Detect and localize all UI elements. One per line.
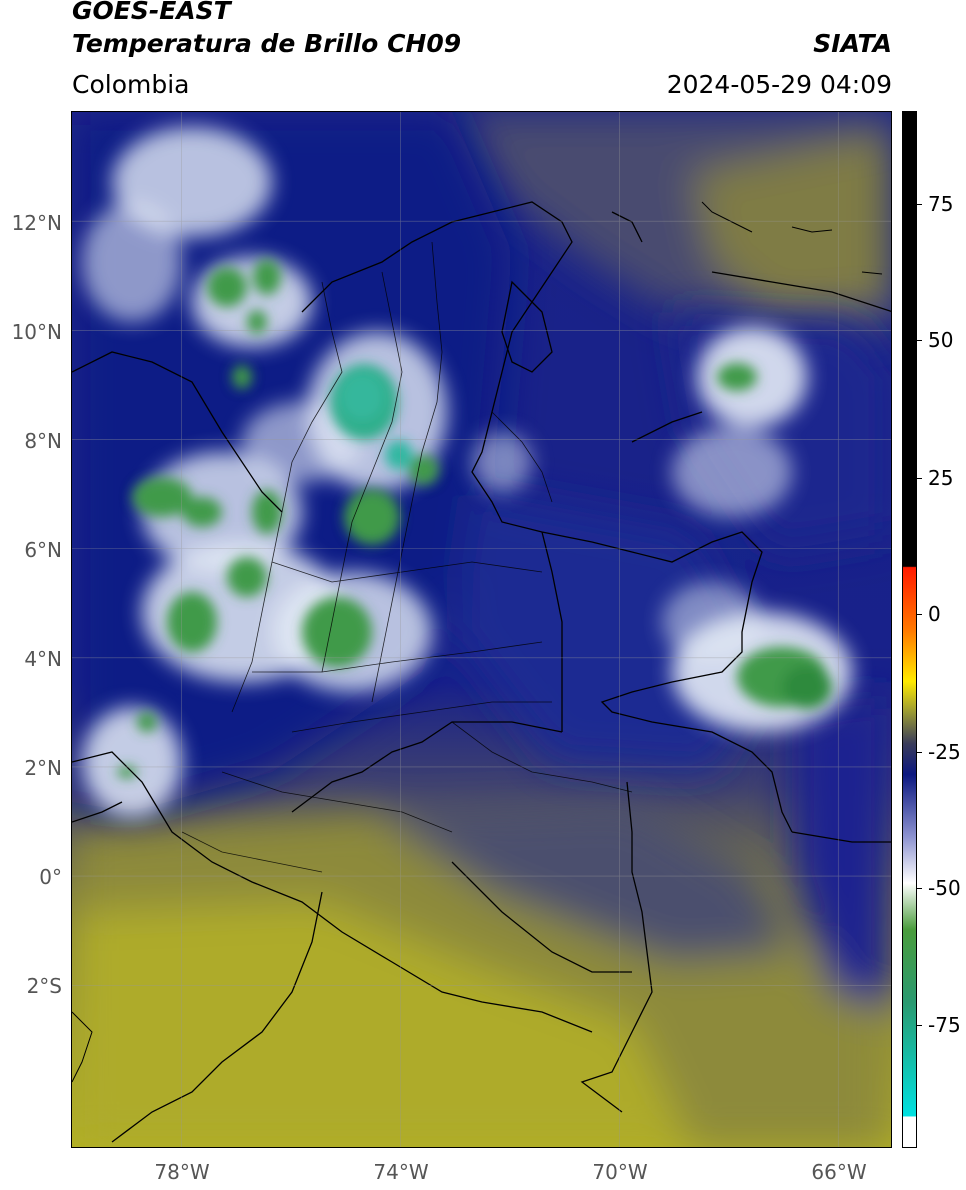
lat-label-4n: 4°N — [24, 647, 62, 671]
colorbar-tick — [917, 478, 922, 479]
lat-label-12n: 12°N — [11, 211, 62, 235]
satellite-map — [71, 111, 892, 1148]
cold-cloud-tops — [117, 259, 832, 778]
map-canvas — [72, 112, 891, 1147]
lat-label-2s: 2°S — [26, 974, 62, 998]
satellite-title: GOES-EAST — [72, 0, 231, 25]
lon-label-70w: 70°W — [592, 1160, 648, 1184]
coastlines — [72, 201, 883, 1083]
department-borders — [181, 241, 633, 873]
colorbar-label-0: 0 — [928, 602, 941, 626]
colorbar-label-50: 50 — [928, 328, 954, 352]
lon-label-78w: 78°W — [154, 1160, 210, 1184]
product-title: Temperatura de Brillo CH09 — [72, 29, 462, 58]
colorbar-tick — [917, 752, 922, 753]
country-borders — [72, 201, 891, 1143]
dry-regions — [72, 112, 891, 1147]
datetime-label: 2024-05-29 04:09 — [666, 70, 892, 99]
lat-label-8n: 8°N — [24, 429, 62, 453]
lat-label-6n: 6°N — [24, 538, 62, 562]
lat-label-10n: 10°N — [11, 320, 62, 344]
graticule — [72, 112, 891, 1147]
colorbar — [902, 111, 917, 1148]
colorbar-tick — [917, 614, 922, 615]
colorbar-label-minus25: -25 — [928, 740, 961, 764]
colorbar-label-75: 75 — [928, 192, 954, 216]
region-label: Colombia — [72, 70, 190, 99]
colorbar-gradient — [903, 112, 916, 1147]
lat-label-2n: 2°N — [24, 756, 62, 780]
colorbar-tick — [917, 204, 922, 205]
colorbar-tick — [917, 888, 922, 889]
colorbar-label-25: 25 — [928, 466, 954, 490]
colorbar-tick — [917, 1025, 922, 1026]
lat-label-0: 0° — [39, 865, 62, 889]
colorbar-tick — [917, 340, 922, 341]
lon-label-74w: 74°W — [373, 1160, 429, 1184]
colorbar-label-minus75: -75 — [928, 1013, 961, 1037]
lon-label-66w: 66°W — [811, 1160, 867, 1184]
agency-label: SIATA — [813, 29, 892, 58]
colorbar-label-minus50: -50 — [928, 876, 961, 900]
